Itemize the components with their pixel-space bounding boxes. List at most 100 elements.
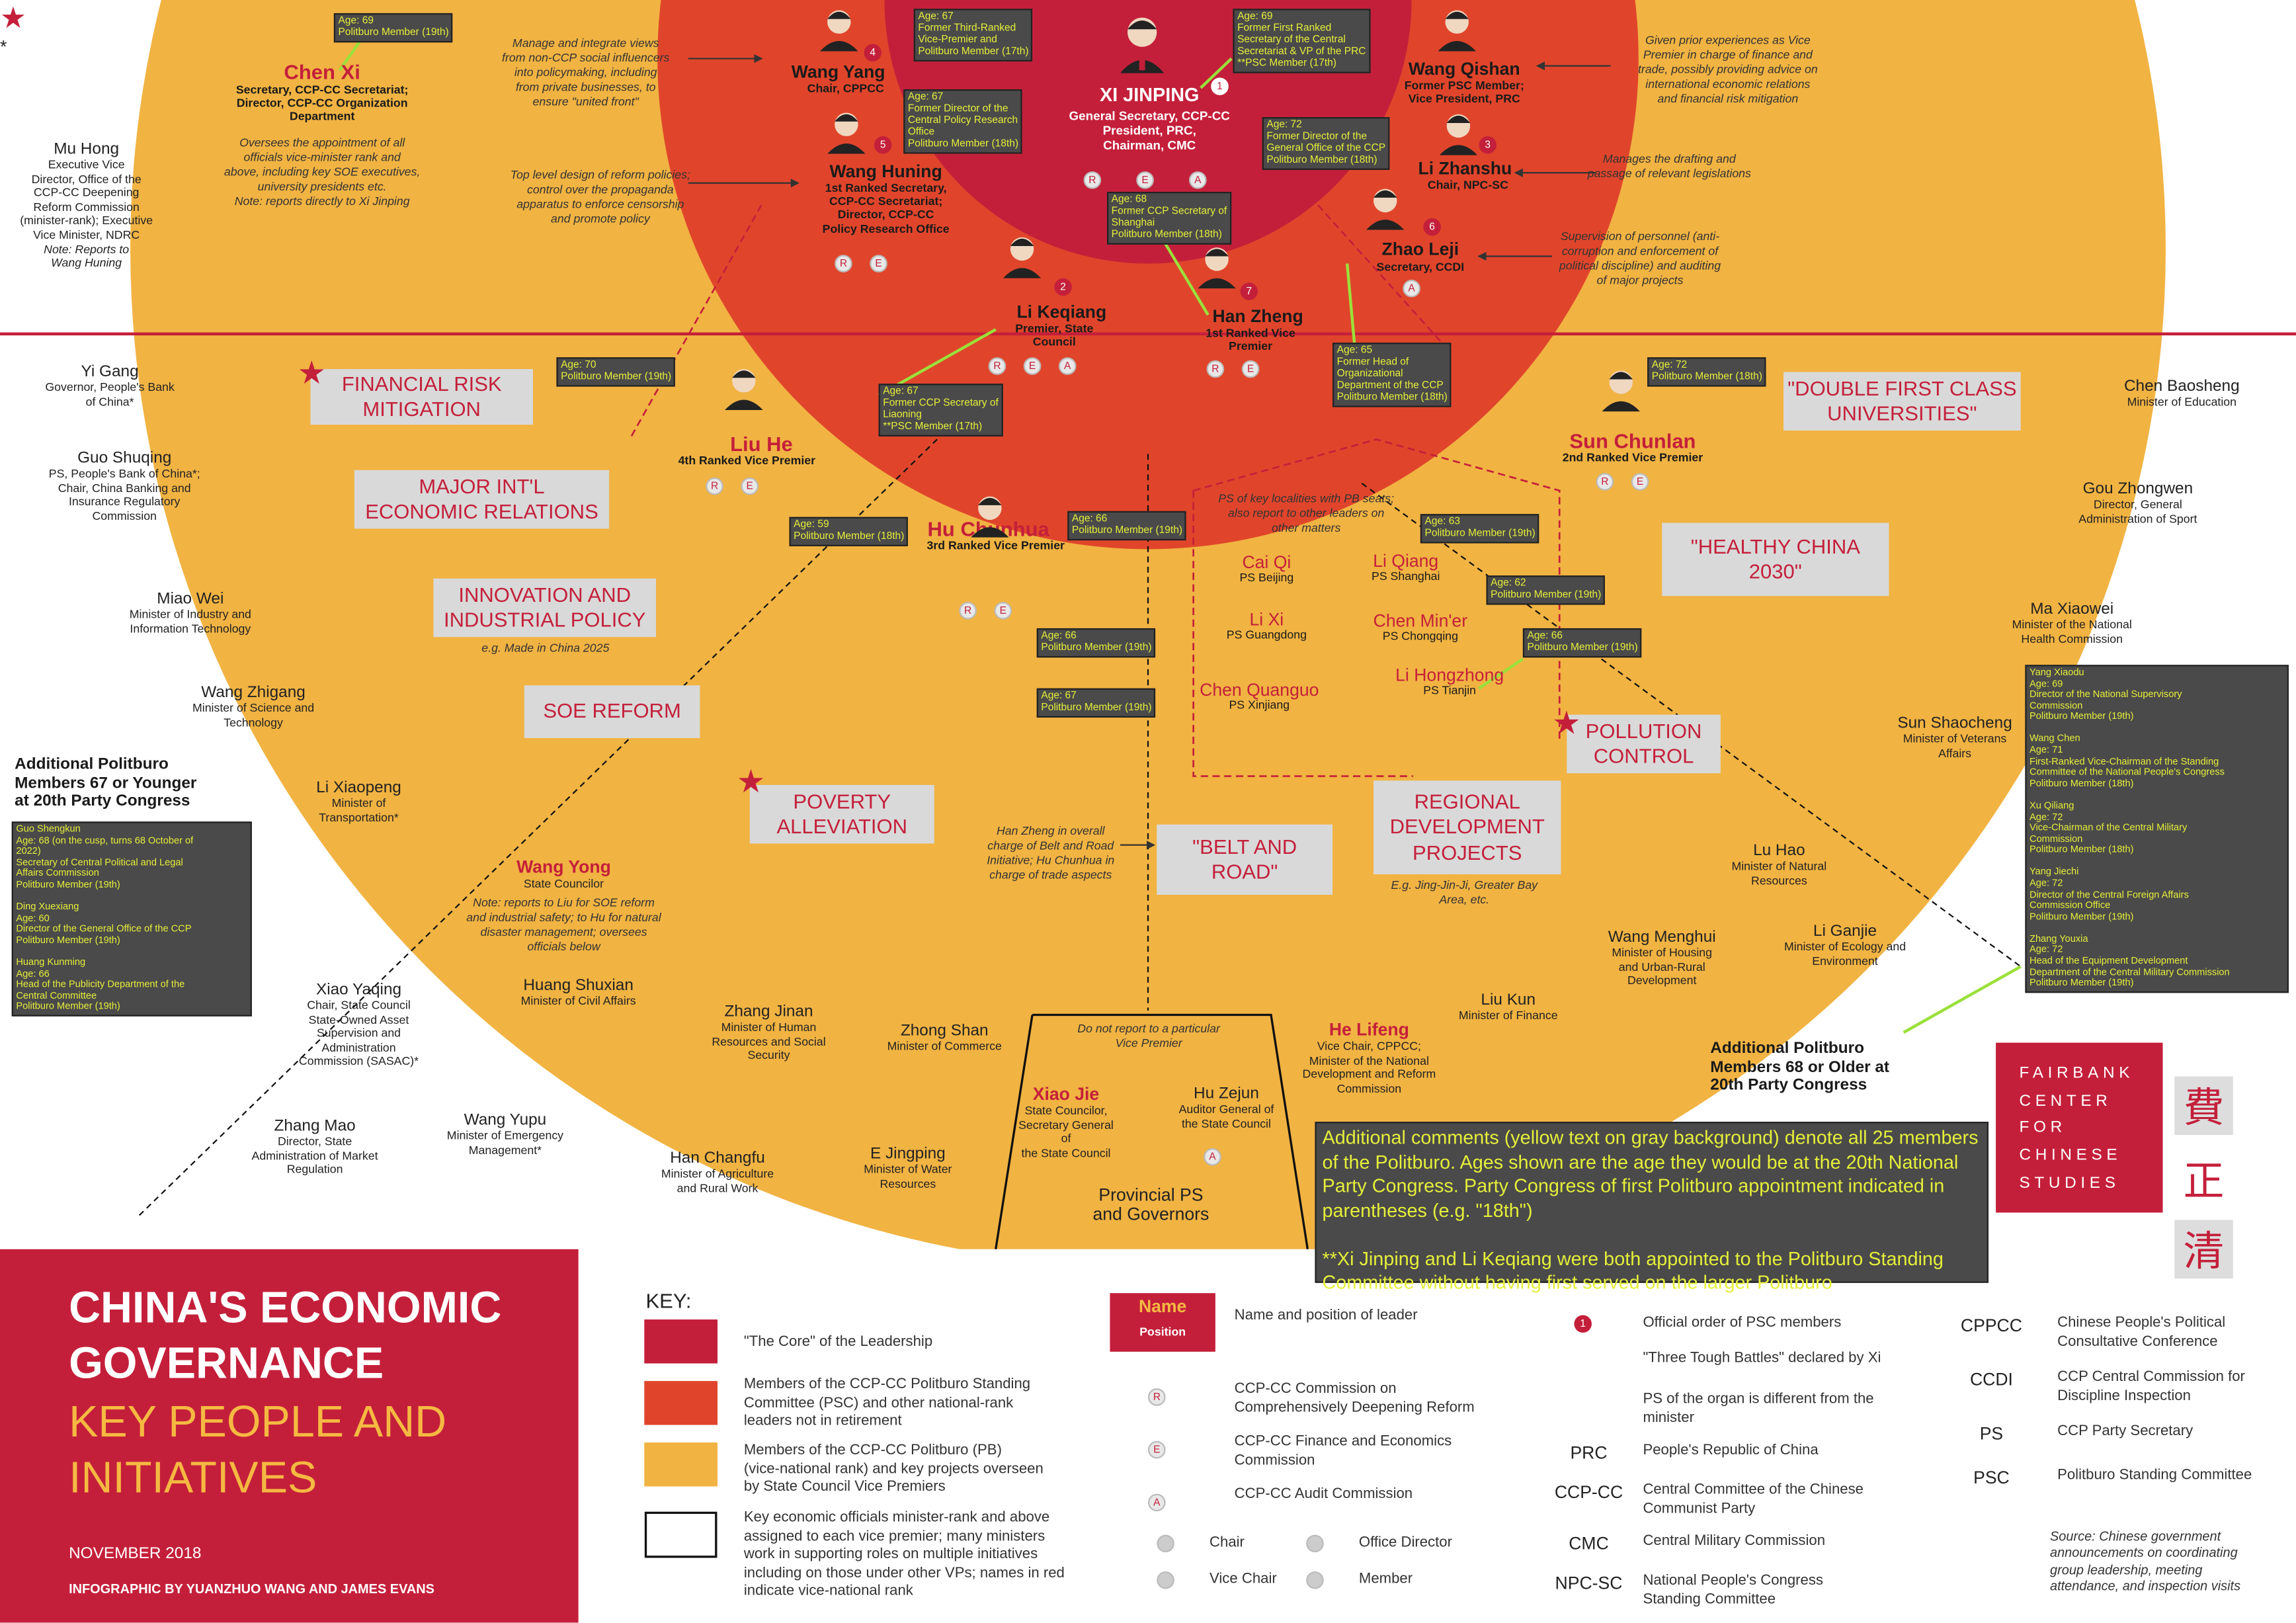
info-line: Age: 72 bbox=[2030, 812, 2063, 823]
younger-pb-info: Guo Shengkun Age: 68 (on the cusp, turns … bbox=[11, 821, 252, 1017]
key-item-2: Members of the CCP-CC Politburo (PB) (vi… bbox=[743, 1442, 1044, 1495]
xi-jinping-name: XI JINPING bbox=[1100, 83, 1200, 106]
han-zheng-rank-badge: 7 bbox=[1240, 282, 1258, 300]
name-box-name: Name bbox=[1138, 1296, 1187, 1317]
wang-huning-badge-r: R bbox=[835, 255, 852, 272]
official-13-position: Minister of Agriculture and Rural Work bbox=[661, 1167, 774, 1195]
official-17-position: Vice Chair, CPPCC; Minister of the Natio… bbox=[1302, 1040, 1436, 1096]
li-zhanshu-info: Age: 72 Former Director of the General Off… bbox=[1262, 117, 1390, 171]
info-line bbox=[2030, 724, 2284, 735]
key-role-icon-0 bbox=[1157, 1534, 1174, 1553]
info-line: Politburo Member (18th) bbox=[2030, 778, 2134, 790]
sun-chunlan-badge-e: E bbox=[1631, 473, 1649, 491]
info-line: Director of the General Office of the CC… bbox=[16, 924, 192, 935]
wang-yang-position: Chair, CPPCC bbox=[807, 82, 884, 95]
zhao-leji-note: Supervision of personnel (anti- corrupti… bbox=[1559, 229, 1721, 288]
info-line: Politburo Member (19th) bbox=[1424, 528, 1536, 539]
info-line: Age: 66 bbox=[1071, 514, 1108, 524]
official-0-note: Note: Reports to Wang Huning bbox=[44, 242, 130, 270]
official-24-position: Director, General Administration of Spor… bbox=[2078, 498, 2197, 526]
info-line: Committee of the National People's Congr… bbox=[2030, 767, 2225, 778]
official-9-name: Zhang Jinan bbox=[724, 1003, 813, 1021]
info-line: Director of the Central Foreign Affairs bbox=[2030, 890, 2189, 900]
official-21-name: Lu Hao bbox=[1753, 842, 1805, 860]
info-line: Politburo Member (19th) bbox=[16, 935, 120, 946]
project-9: REGIONAL DEVELOPMENT PROJECTS bbox=[1374, 780, 1561, 874]
info-line: Politburo Member (17th) bbox=[918, 47, 1029, 58]
key-role-icon-1 bbox=[1157, 1571, 1174, 1589]
key-role-2: Office Director bbox=[1358, 1534, 1452, 1551]
older-pb-title: Additional Politburo Members 68 or Older… bbox=[1710, 1040, 1890, 1095]
info-line: Age: 70 bbox=[561, 360, 596, 371]
info-line: Affairs Commission bbox=[16, 868, 99, 880]
chen-xi-name: Chen Xi bbox=[284, 60, 360, 84]
key-symbol-desc-0: Official order of PSC members bbox=[1643, 1315, 1842, 1331]
info-line: Politburo Member (19th) bbox=[16, 880, 120, 891]
ps-3-name: Li Qiang bbox=[1373, 550, 1439, 571]
info-line: Age: 59 bbox=[794, 520, 829, 530]
info-line: Age: 66 bbox=[1527, 631, 1563, 642]
key-role-icon-3 bbox=[1306, 1571, 1324, 1589]
key-role-3: Member bbox=[1358, 1571, 1413, 1588]
info-line: Commission bbox=[2030, 701, 2083, 712]
info-line: Politburo Member (19th) bbox=[2030, 911, 2134, 923]
three-tough-battles-star-8: ★ bbox=[1552, 704, 1581, 741]
info-line: Yang Jiechi bbox=[2030, 867, 2079, 878]
official-7-name: Xiao Yaqing bbox=[315, 981, 402, 999]
key-symbol-2: * bbox=[0, 36, 7, 58]
liu-he-badge-r: R bbox=[706, 477, 723, 495]
key-badge-e: E bbox=[1148, 1440, 1166, 1459]
wang-yang-note: Manage and integrate views from non-CCP … bbox=[502, 36, 670, 108]
wang-huning-note: Top level design of reform policies; con… bbox=[510, 168, 690, 226]
info-line: Politburo Member (18th) bbox=[2030, 845, 2134, 856]
info-line: Age: 67 bbox=[918, 11, 954, 22]
official-17-name: He Lifeng bbox=[1329, 1019, 1409, 1040]
info-line: Age: 68 bbox=[1111, 194, 1147, 206]
info-line: Politburo Member (19th) bbox=[2030, 712, 2134, 723]
info-line: Politburo Member (18th) bbox=[907, 139, 1019, 150]
info-line: Liaoning bbox=[883, 410, 922, 421]
official-15-position: State Councilor, Secretary General of th… bbox=[1018, 1104, 1114, 1160]
wang-huning-badge-e: E bbox=[870, 255, 887, 272]
zhao-leji-info: Age: 65 Former Head of Organizational Depar… bbox=[1332, 343, 1452, 408]
zhao-leji-portrait bbox=[1366, 186, 1405, 230]
official-0-position: Executive Vice Director, Office of the C… bbox=[20, 158, 153, 242]
xi-jinping-position: General Secretary, CCP-CC President, PRC… bbox=[1069, 108, 1230, 152]
xi-info: Age: 69 Former First Ranked Secretary of t… bbox=[1233, 9, 1371, 74]
official-8-name: Huang Shuxian bbox=[523, 976, 634, 995]
official-0-name: Mu Hong bbox=[54, 140, 120, 159]
info-line: Former CCP Secretary of bbox=[883, 398, 999, 409]
ps-5-position: PS Tianjin bbox=[1423, 684, 1477, 698]
info-line: Politburo Member (18th) bbox=[1336, 392, 1448, 403]
official-2-position: PS, People's Bank of China*; Chair, Chin… bbox=[48, 467, 200, 523]
official-10-position: Minister of Commerce bbox=[887, 1040, 1002, 1054]
name-box-desc: Name and position of leader bbox=[1234, 1308, 1418, 1324]
official-20-name: Li Ganjie bbox=[1813, 923, 1877, 940]
official-6-position: State Councilor bbox=[523, 877, 604, 891]
info-line: Commission Office bbox=[2030, 901, 2111, 911]
info-line: Age: 72 bbox=[2030, 878, 2063, 890]
wang-qishan-name: Wang Qishan bbox=[1408, 58, 1520, 79]
key-role-icon-2 bbox=[1306, 1534, 1324, 1553]
official-5-name: Li Xiaopeng bbox=[316, 779, 401, 797]
info-line: Former Head of bbox=[1336, 357, 1409, 368]
info-line: Politburo Member (19th) bbox=[2030, 978, 2134, 989]
official-18-name: Liu Kun bbox=[1481, 991, 1536, 1009]
ps-0-info: Age: 66 Politburo Member (19th) bbox=[1067, 511, 1187, 541]
li-keqiang-position: Premier, State Council bbox=[1015, 322, 1094, 349]
official-6: Wang Yong State Councilor bbox=[476, 857, 652, 892]
info-line: 2022) bbox=[16, 847, 41, 857]
official-14-position: Minister of Water Resources bbox=[864, 1163, 952, 1190]
xi-badge-e: E bbox=[1136, 171, 1154, 189]
liu-he-portrait bbox=[725, 366, 763, 411]
key-abbr-3: NPC-SC bbox=[1555, 1573, 1623, 1594]
younger-pb-title: Additional Politburo Members 67 or Young… bbox=[15, 755, 197, 811]
hu-chunhua-position: 3rd Ranked Vice Premier bbox=[926, 538, 1065, 552]
key-abbr-4: CPPCC bbox=[1960, 1315, 2022, 1336]
project-2: INNOVATION AND INDUSTRIAL POLICY bbox=[433, 578, 657, 638]
official-25-name: Chen Baosheng bbox=[2123, 378, 2240, 395]
official-8-position: Minister of Civil Affairs bbox=[520, 994, 636, 1008]
xi-badge-r: R bbox=[1083, 171, 1102, 189]
ps-1-name: Li Xi bbox=[1249, 609, 1284, 630]
wang-qishan-position: Former PSC Member; Vice President, PRC bbox=[1404, 79, 1524, 106]
